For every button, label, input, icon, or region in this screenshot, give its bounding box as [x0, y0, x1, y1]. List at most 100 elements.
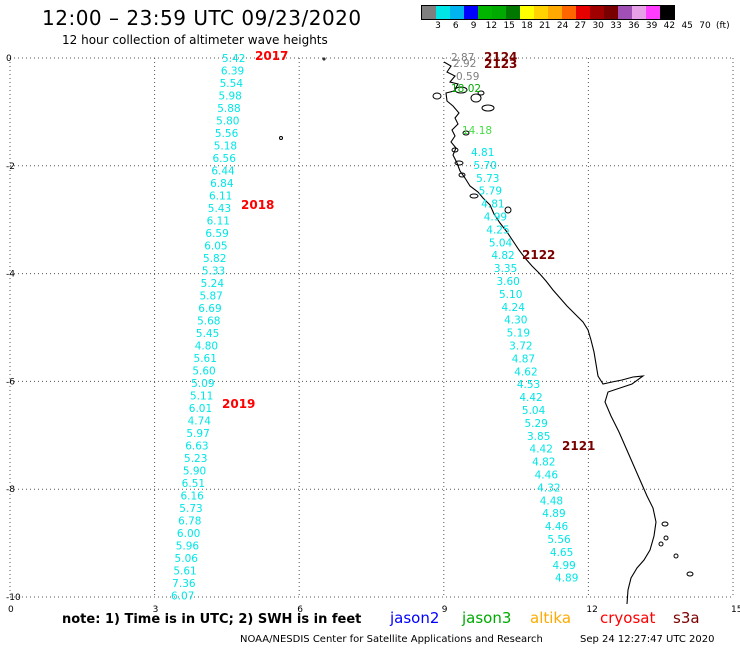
swh-value-right: 4.42 — [530, 444, 553, 456]
color-swatch — [450, 6, 464, 19]
swh-value-right: 4.81 — [481, 199, 504, 211]
swh-value-left: 5.06 — [175, 553, 199, 565]
y-tick-label: -10 — [6, 593, 21, 603]
color-scale-bar — [421, 5, 675, 20]
swh-value-left: 5.60 — [192, 366, 215, 378]
swh-value-right: 4.25 — [486, 224, 509, 236]
island-outline — [454, 86, 468, 94]
swh-value-left: 5.09 — [191, 378, 214, 390]
island-outline — [477, 90, 485, 96]
swh-value-left: 5.90 — [183, 466, 206, 478]
island-outline — [462, 130, 470, 136]
pass-number-label: 2123 — [484, 57, 517, 71]
swh-value-right: 3.35 — [494, 263, 517, 275]
swh-value-left: 6.00 — [177, 528, 200, 540]
swh-value-right: 4.89 — [542, 508, 565, 520]
color-swatch — [520, 6, 534, 19]
swh-value-right: 5.70 — [474, 160, 497, 172]
swh-value-right: 4.62 — [514, 366, 537, 378]
color-scale-label: 6 — [452, 21, 459, 31]
color-swatch — [436, 6, 450, 19]
color-swatch — [492, 6, 506, 19]
swh-value-right: 4.87 — [512, 353, 535, 365]
pass-number-label: 2018 — [241, 198, 274, 212]
swh-value-left: 5.24 — [201, 278, 225, 290]
pass-number-label: 2122 — [522, 248, 555, 262]
swh-value-left: 6.11 — [207, 216, 230, 228]
x-tick-label: 15 — [731, 605, 740, 615]
swh-value-right: 4.42 — [519, 392, 542, 404]
swh-value-left: 5.56 — [215, 128, 239, 140]
x-tick-label: 12 — [586, 605, 597, 615]
color-scale-label: 15 — [503, 21, 515, 31]
footer-credit: NOAA/NESDIS Center for Satellite Applica… — [240, 634, 543, 645]
swh-value-right: 3.60 — [496, 276, 519, 288]
swh-value-left: 5.98 — [218, 91, 241, 103]
island-outline — [279, 136, 283, 140]
color-swatch — [660, 6, 674, 19]
swh-value-left: 5.18 — [214, 141, 237, 153]
color-scale-label: 33 — [610, 21, 622, 31]
swh-value-right: 5.04 — [489, 237, 513, 249]
y-tick-label: 0 — [6, 54, 12, 64]
swh-value-right: 4.99 — [484, 212, 507, 224]
pass-number-label: 2124 — [484, 50, 517, 64]
swh-value-left: 6.39 — [221, 66, 244, 78]
color-scale-label: 30 — [592, 21, 604, 31]
page-subtitle: 12 hour collection of altimeter wave hei… — [62, 33, 328, 47]
swh-value-extra: 2.92 — [453, 58, 476, 70]
color-scale-label: 21 — [539, 21, 551, 31]
island-outline — [661, 521, 669, 527]
swh-value-left: 6.69 — [198, 303, 221, 315]
swh-value-right: 4.53 — [517, 379, 540, 391]
swh-value-right: 5.79 — [479, 186, 502, 198]
swh-value-extra: 0.59 — [456, 71, 479, 83]
coastline — [443, 61, 657, 605]
island-outline — [673, 553, 679, 559]
y-tick-label: -8 — [6, 485, 15, 495]
island-outline — [686, 571, 694, 577]
note-text: note: 1) Time is in UTC; 2) SWH is in fe… — [62, 612, 362, 627]
swh-value-right: 3.85 — [527, 431, 550, 443]
swh-value-left: 5.45 — [196, 328, 219, 340]
swh-value-left: 7.36 — [172, 578, 196, 590]
swh-value-left: 4.74 — [188, 416, 212, 428]
swh-value-left: 6.16 — [180, 491, 204, 503]
pass-number-label: 2121 — [562, 439, 595, 453]
y-tick-label: -2 — [6, 162, 15, 172]
swh-value-left: 6.07 — [171, 591, 194, 603]
swh-value-right: 5.29 — [524, 418, 547, 430]
swh-value-right: 5.10 — [499, 289, 522, 301]
color-swatch — [506, 6, 520, 19]
footer-timestamp: Sep 24 12:27:47 UTC 2020 — [580, 634, 715, 645]
x-tick-label: 6 — [297, 605, 303, 615]
swh-value-right: 4.46 — [535, 470, 559, 482]
island-outline — [658, 541, 664, 547]
swh-value-right: 4.46 — [545, 521, 569, 533]
swh-value-left: 5.42 — [222, 53, 245, 65]
legend-altika: altika — [530, 609, 572, 627]
swh-value-right: 4.24 — [502, 302, 526, 314]
color-scale-label: 24 — [556, 21, 569, 31]
swh-value-left: 5.33 — [202, 266, 225, 278]
legend-jason3: jason3 — [462, 609, 512, 627]
swh-value-right: 4.99 — [552, 560, 575, 572]
swh-value-left: 5.96 — [176, 541, 200, 553]
swh-value-left: 6.05 — [204, 241, 227, 253]
x-tick-label: 0 — [8, 605, 14, 615]
color-swatch — [534, 6, 548, 19]
swh-value-right: 4.82 — [491, 250, 514, 262]
swh-value-left: 6.59 — [205, 228, 228, 240]
x-tick-label: 3 — [153, 605, 159, 615]
y-tick-label: -4 — [6, 270, 15, 280]
island-outline — [469, 193, 479, 199]
swh-value-left: 5.11 — [190, 391, 213, 403]
swh-value-right: 4.32 — [537, 482, 560, 494]
color-scale-label: 70 — [699, 21, 711, 31]
color-scale-label: 12 — [485, 21, 498, 31]
swh-value-left: 5.80 — [216, 116, 239, 128]
island-outline — [470, 93, 482, 103]
swh-value-right: 5.56 — [547, 534, 571, 546]
swh-value-left: 5.61 — [173, 566, 196, 578]
